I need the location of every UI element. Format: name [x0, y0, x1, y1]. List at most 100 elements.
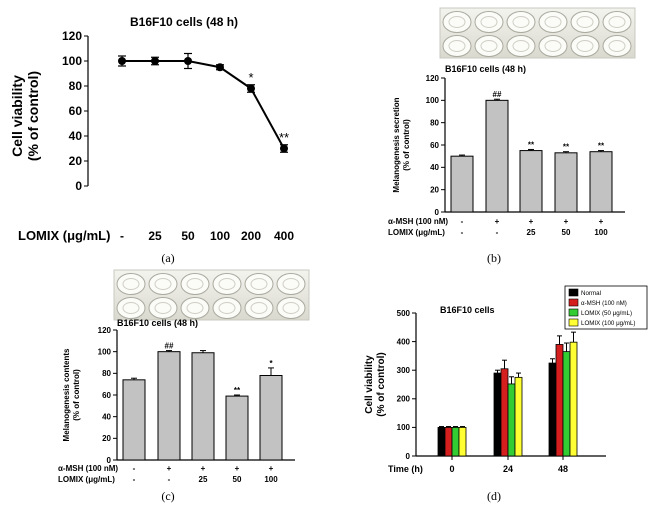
- panel-b-title: B16F10 cells (48 h): [445, 64, 526, 74]
- panel-b-row-label: LOMIX (μg/mL): [388, 228, 445, 237]
- plate-c-well-inner: [154, 302, 172, 314]
- plate-c-well-inner: [122, 302, 140, 314]
- plate-b-well: [474, 35, 504, 57]
- panel-d-x-axis-label: Time (h): [388, 464, 423, 474]
- panel-d-bar: [562, 351, 571, 457]
- panel-b-y-tick-label: 80: [430, 118, 439, 127]
- panel-a-data-point: [280, 144, 288, 153]
- panel-c-y-tick-label: 60: [102, 391, 111, 400]
- panel-d-y-tick-label: 200: [397, 395, 411, 404]
- panel-d-legend-swatch: [568, 288, 579, 297]
- panel-d-bar: [507, 383, 516, 457]
- plate-c-well: [244, 297, 274, 319]
- panel-b-y-tick-label: 100: [426, 96, 440, 105]
- panel-a-data-point: [118, 57, 126, 65]
- plate-b-well-inner: [544, 40, 562, 52]
- plate-c-well: [212, 297, 242, 319]
- panel-b-row-value: +: [564, 217, 569, 226]
- panel-b-y-axis-label: Melanogenesis secretion: [392, 97, 401, 192]
- panel-a-x-tick-label: 400: [274, 229, 294, 243]
- panel-d-y-tick-label: 400: [397, 337, 411, 346]
- plate-c-well-inner: [282, 302, 300, 314]
- panel-a-significance: *: [248, 70, 253, 85]
- panel-a-y-tick-label: 20: [69, 154, 83, 168]
- panel-d-y-tick-label: 300: [397, 366, 411, 375]
- panel-c-title: B16F10 cells (48 h): [117, 318, 198, 328]
- plate-c-well-inner: [186, 302, 204, 314]
- panel-a-y-tick-label: 60: [69, 104, 83, 118]
- plate-b-well: [538, 35, 568, 57]
- panel-d-legend-label: α-MSH (100 nM): [581, 300, 627, 307]
- panel-b-bar: [485, 99, 509, 213]
- panel-c-row-value: +: [201, 464, 206, 473]
- plate-c-well-inner: [186, 278, 204, 290]
- panel-c-row-value: -: [133, 464, 136, 473]
- panel-a-x-tick-label: -: [120, 229, 124, 243]
- panel-c-row-value: -: [168, 475, 171, 484]
- panel-c-y-tick-label: 40: [102, 412, 111, 421]
- plate-c-well: [116, 297, 146, 319]
- panel-b-row-value: +: [599, 217, 604, 226]
- panel-d-bar: [514, 376, 523, 457]
- panel-b-significance: **: [598, 142, 605, 151]
- panel-d-bar: [451, 426, 460, 457]
- panel-b-row-value: -: [496, 228, 499, 237]
- panel-a-x-tick-label: 50: [181, 229, 195, 243]
- plate-b-well-inner: [608, 40, 626, 52]
- panel-c-chart: 0 20 40 60 80 100 120 Melanogenesis contents (% …: [58, 318, 295, 484]
- panel-c-bar: [225, 395, 249, 461]
- plate-c-well: [244, 273, 274, 295]
- panel-b-chart: 0 20 40 60 80 100 120 Melanogenesis secretion (%…: [388, 64, 625, 237]
- plate-c-well-inner: [218, 278, 236, 290]
- panel-b-bar: [554, 152, 578, 213]
- plate-c-well-inner: [218, 302, 236, 314]
- panel-a-x-tick-label: 100: [210, 229, 230, 243]
- panel-d-y-axis-label: (% of control): [376, 352, 387, 416]
- plate-b-well-inner: [544, 16, 562, 28]
- panel-b-row-value: +: [529, 217, 534, 226]
- plate-b-well-inner: [512, 40, 530, 52]
- panel-d-x-tick-label: 24: [503, 464, 513, 474]
- plate-c-well: [148, 297, 178, 319]
- plate-c-well-inner: [154, 278, 172, 290]
- plate-b-well-inner: [576, 40, 594, 52]
- panel-a-y-axis-label: Cell viability: [9, 75, 25, 157]
- panel-c-row-value: 50: [233, 475, 242, 484]
- panel-c-y-tick-label: 100: [98, 347, 112, 356]
- panel-d-bar: [444, 426, 453, 457]
- plate-b-well: [570, 11, 600, 33]
- panel-c-row-value: -: [133, 475, 136, 484]
- plate-b-well: [506, 11, 536, 33]
- panel-d-y-tick-label: 0: [406, 452, 411, 461]
- panel-b-y-tick-label: 120: [426, 74, 440, 83]
- panel-d-legend-box: [564, 285, 648, 330]
- panel-d-legend-label: LOMIX (50 μg/mL): [581, 310, 632, 317]
- panel-a-data-point: [151, 57, 159, 65]
- panel-d-bar: [500, 368, 509, 457]
- panel-b-row-value: 100: [594, 228, 608, 237]
- panel-a-y-tick-label: 120: [62, 29, 82, 43]
- panel-b-row-value: -: [461, 228, 464, 237]
- panel-a-x-tick-label: 200: [241, 229, 261, 243]
- panel-a-title: B16F10 cells (48 h): [130, 15, 238, 29]
- panel-c-bar: [157, 351, 181, 461]
- panel-b-significance: ##: [493, 90, 502, 99]
- plate-b-well: [474, 11, 504, 33]
- panel-c-bar: [259, 375, 283, 461]
- panel-c-y-tick-label: 0: [107, 456, 112, 465]
- panel-b-row-value: +: [495, 217, 500, 226]
- plate-c-well: [276, 273, 306, 295]
- panel-b-row-label: α-MSH (100 nM): [388, 217, 448, 226]
- panel-b-row-value: 50: [562, 228, 571, 237]
- panel-d-y-axis-label: Cell viability: [364, 355, 375, 414]
- panel-d-legend-label: LOMIX (100 μg/mL): [581, 320, 635, 327]
- panel-a-y-tick-label: 100: [62, 54, 82, 68]
- panel-c-row-label: α-MSH (100 nM): [58, 464, 118, 473]
- panel-c-y-tick-label: 80: [102, 369, 111, 378]
- plate-c-well: [180, 273, 210, 295]
- plate-c-well: [180, 297, 210, 319]
- panel-a-data-point: [216, 63, 224, 72]
- caption-c: (c): [161, 489, 174, 503]
- panel-b-bar: [589, 151, 613, 213]
